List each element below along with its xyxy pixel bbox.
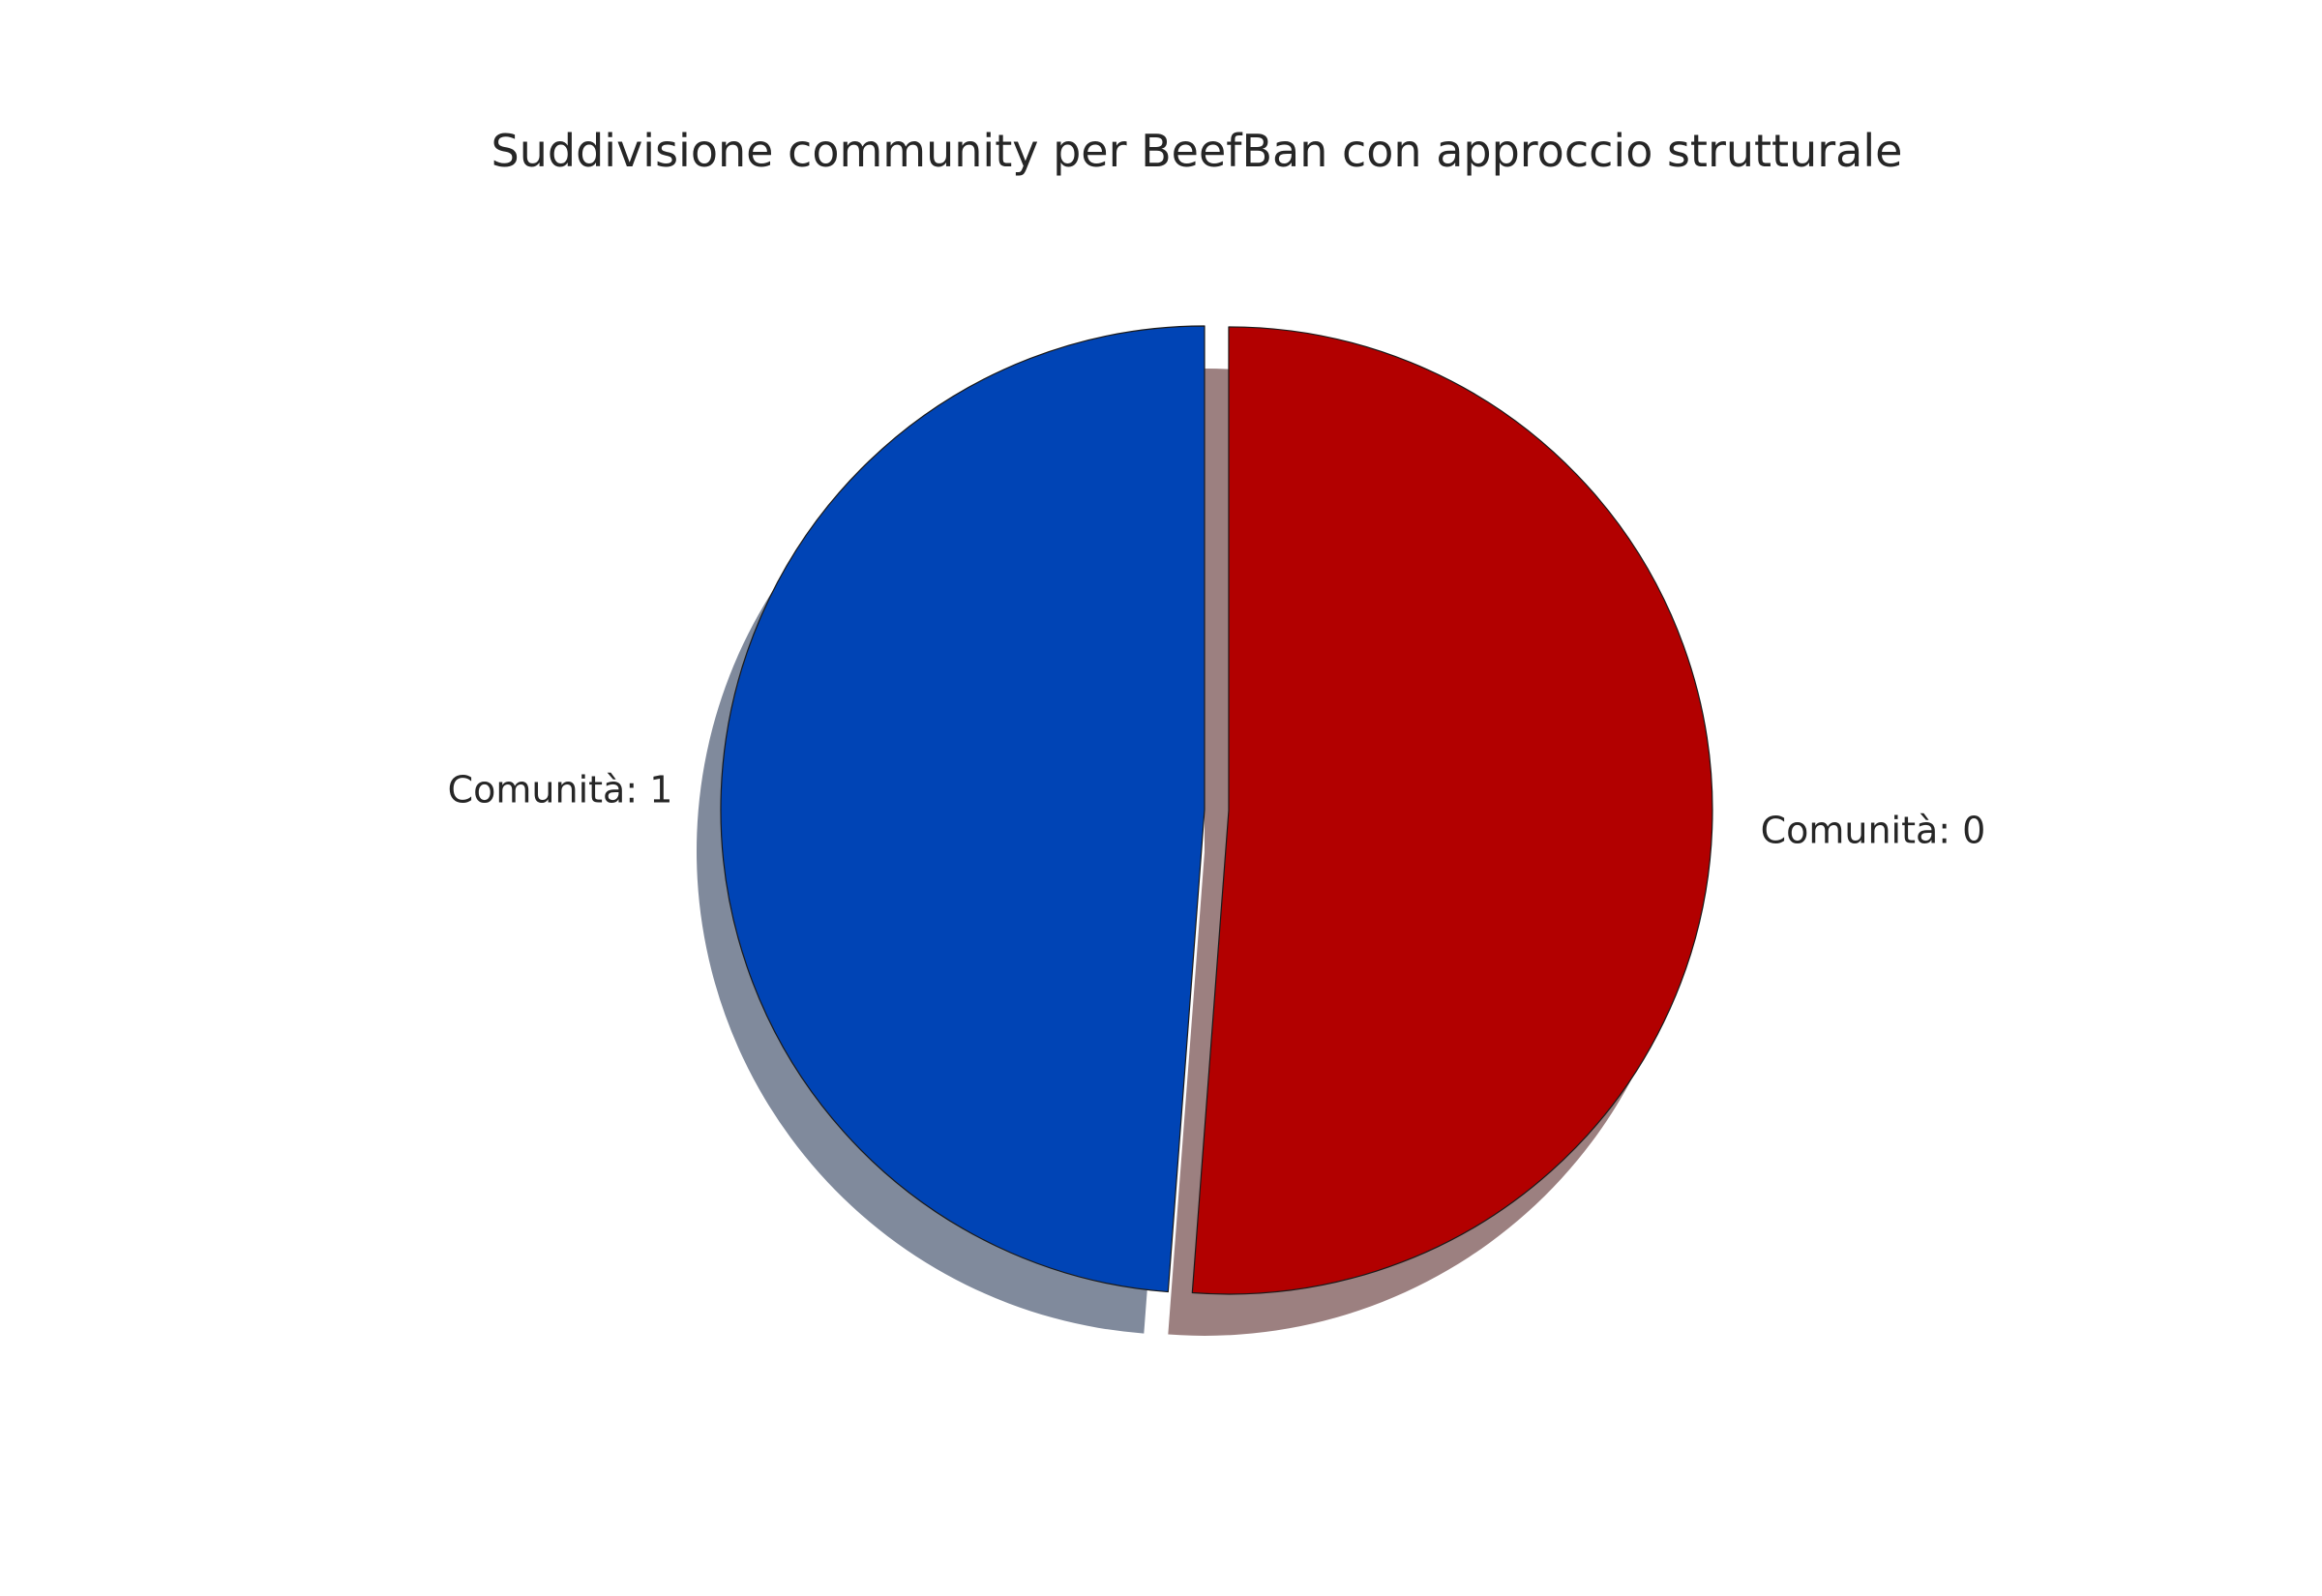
pie-label-comunit-0: Comunità: 0 <box>1761 810 1986 852</box>
chart-title: Suddivisione community per BeefBan con a… <box>491 125 1903 177</box>
pie-slice-comunit-0 <box>1191 326 1713 1295</box>
pie-label-layer: Comunità: 0 Comunità: 1 <box>448 768 1986 851</box>
pie-label-comunit-1: Comunità: 1 <box>448 768 673 811</box>
pie-slice-comunit-1 <box>720 325 1206 1293</box>
pie-slice-layer <box>720 325 1713 1295</box>
